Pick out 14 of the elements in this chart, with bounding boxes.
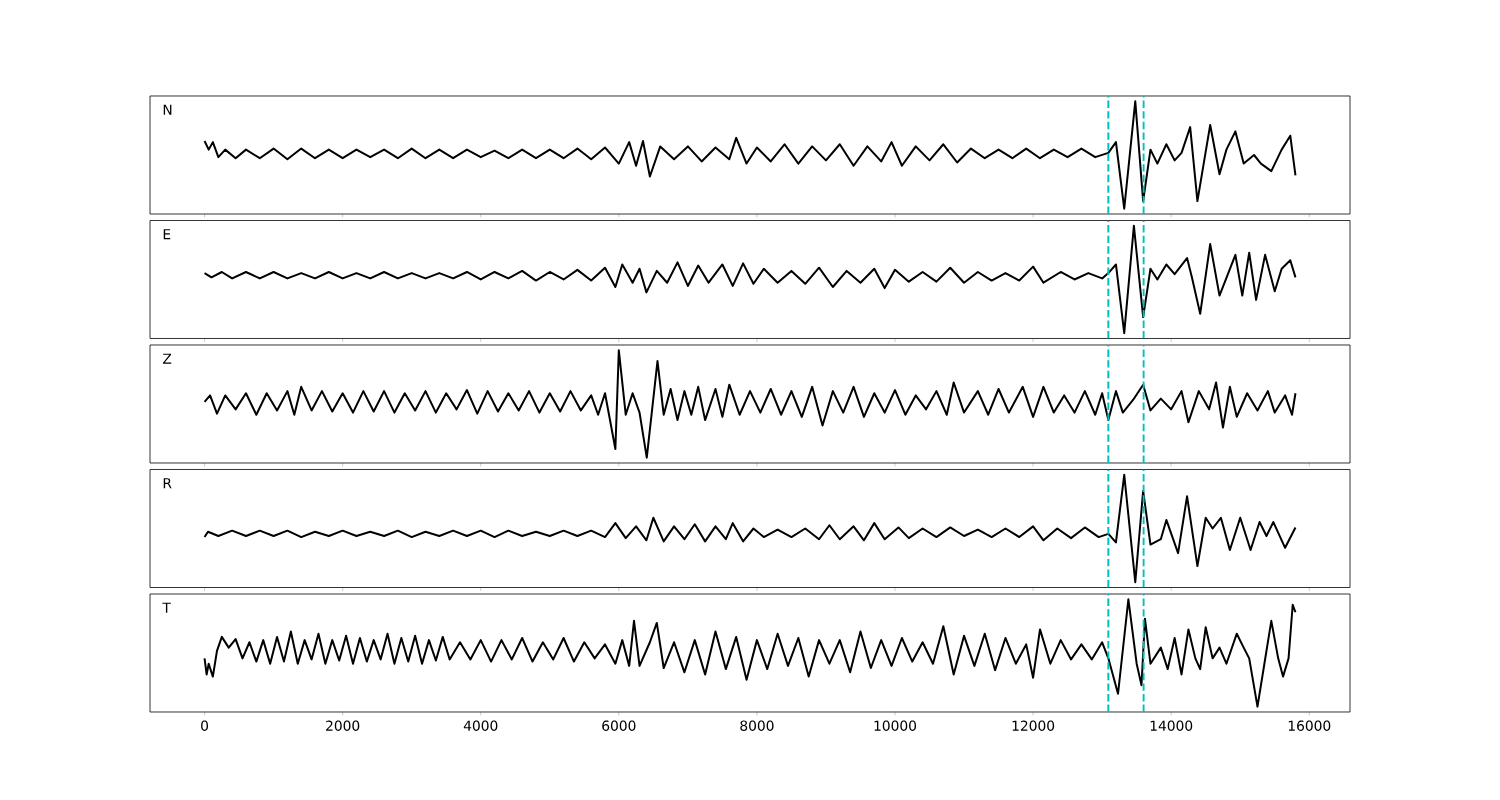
chart-title: T bbox=[162, 602, 171, 613]
x-tick-label: 0 bbox=[201, 720, 209, 731]
x-tick-label: 8000 bbox=[740, 720, 774, 731]
chart-title: N bbox=[163, 104, 172, 115]
x-tick-label: 14000 bbox=[1150, 720, 1193, 731]
x-tick-label: 10000 bbox=[874, 720, 917, 731]
chart-title: E bbox=[163, 229, 171, 240]
x-tick-label: 6000 bbox=[602, 720, 636, 731]
x-tick-label: 2000 bbox=[326, 720, 360, 731]
x-tick-label: 12000 bbox=[1012, 720, 1055, 731]
chart-title: Z bbox=[163, 353, 172, 364]
chart-title: R bbox=[163, 478, 172, 489]
x-tick-label: 16000 bbox=[1288, 720, 1331, 731]
x-tick-label: 4000 bbox=[463, 720, 498, 731]
